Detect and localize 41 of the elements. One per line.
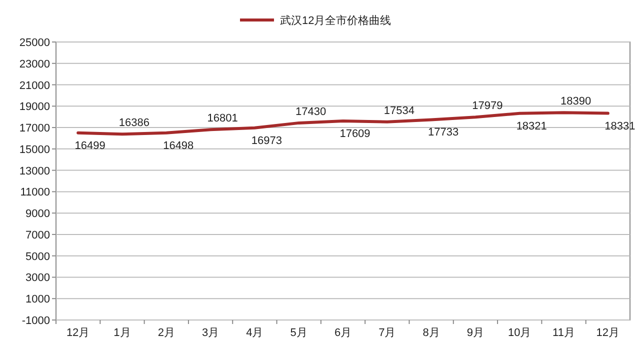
y-tick-label: -1000: [22, 315, 50, 327]
x-tick-label: 7月: [378, 327, 396, 339]
y-tick-label: 13000: [19, 165, 50, 178]
data-label: 18331: [604, 120, 636, 132]
y-tick-label: 25000: [19, 37, 50, 49]
x-tick-label: 9月: [466, 327, 484, 339]
data-label: 17979: [472, 100, 503, 112]
x-tick-label: 4月: [246, 327, 264, 339]
data-label: 16499: [74, 140, 106, 152]
data-label: 17534: [384, 104, 414, 117]
y-tick-label: 9000: [26, 208, 50, 220]
data-label: 16801: [207, 112, 238, 125]
data-label: 17733: [428, 126, 459, 139]
x-tick-label: 10月: [508, 327, 532, 339]
y-tick-label: 19000: [19, 101, 50, 114]
y-tick-label: 11000: [20, 186, 50, 199]
data-label: 16386: [118, 117, 150, 130]
y-tick-label: 5000: [26, 250, 50, 263]
data-label: 17609: [340, 128, 370, 140]
x-tick-label: 11月: [552, 327, 575, 339]
data-label: 18390: [560, 96, 592, 108]
legend-label: 武汉12月全市价格曲线: [280, 14, 392, 27]
x-tick-label: 6月: [334, 327, 352, 339]
x-tick-label: 8月: [422, 327, 440, 339]
y-tick-label: 15000: [19, 144, 50, 156]
x-tick-label: 12月: [596, 327, 620, 339]
x-tick-label: 12月: [66, 327, 90, 339]
y-tick-label: 7000: [26, 229, 50, 242]
data-label: 17430: [296, 106, 326, 118]
x-tick-label: 3月: [202, 327, 220, 339]
y-tick-label: 23000: [19, 58, 50, 70]
y-tick-label: 17000: [19, 122, 50, 135]
x-tick-label: 2月: [158, 327, 175, 339]
y-tick-label: 3000: [26, 272, 50, 284]
data-label: 16973: [251, 134, 282, 147]
x-tick-label: 5月: [290, 327, 308, 339]
data-label: 16498: [163, 140, 194, 152]
y-tick-label: 21000: [19, 80, 50, 92]
y-tick-label: 1000: [26, 294, 50, 306]
data-label: 18321: [516, 120, 547, 132]
x-tick-label: 1月: [114, 327, 131, 339]
